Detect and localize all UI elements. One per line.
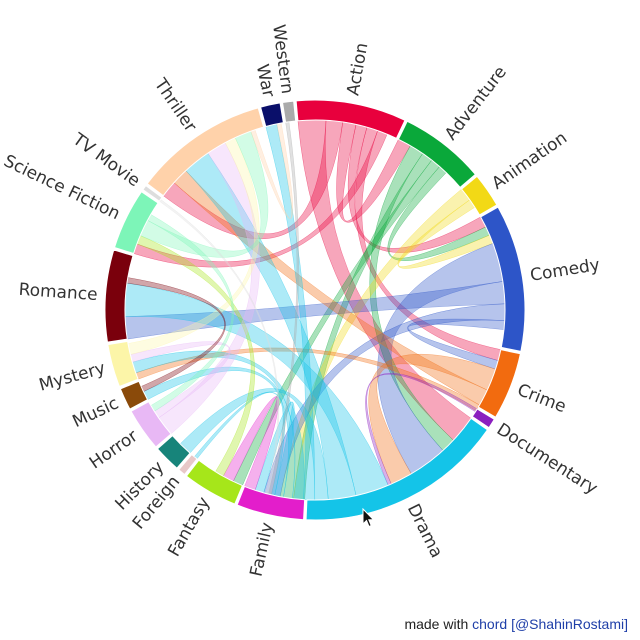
author-link[interactable]: [@ShahinRostami]	[511, 616, 628, 632]
group-arc[interactable]	[185, 459, 244, 505]
group-arc[interactable]	[119, 380, 149, 410]
group-label: Adventure	[441, 63, 511, 145]
group-arc[interactable]	[397, 120, 477, 189]
group-label: TV Movie	[68, 129, 144, 191]
chord-ribbons	[124, 119, 506, 501]
group-arc[interactable]	[178, 453, 198, 476]
group-label: Mystery	[37, 358, 108, 395]
group-label: Animation	[488, 128, 571, 194]
group-arc[interactable]	[130, 400, 172, 448]
group-arc[interactable]	[460, 175, 498, 216]
group-arc[interactable]	[156, 434, 191, 469]
group-arc[interactable]	[113, 191, 159, 255]
group-arc[interactable]	[295, 99, 406, 139]
group-arc[interactable]	[260, 102, 284, 128]
group-arc[interactable]	[104, 249, 134, 343]
credit-prefix: made with	[404, 616, 469, 632]
group-arc[interactable]	[479, 206, 526, 352]
credit-line: made with chord [@ShahinRostami]	[404, 616, 628, 632]
chord-link[interactable]: chord	[472, 616, 508, 632]
group-arc[interactable]	[236, 485, 306, 521]
group-label: Documentary	[493, 419, 601, 498]
group-label: Crime	[514, 380, 568, 417]
group-arc[interactable]	[477, 349, 521, 418]
group-arc[interactable]	[146, 107, 265, 197]
group-arc[interactable]	[471, 408, 495, 429]
group-label: Family	[246, 521, 277, 579]
group-label: Horror	[86, 426, 142, 473]
group-label: Comedy	[529, 255, 601, 286]
group-arc[interactable]	[107, 340, 139, 388]
group-label: Action	[343, 41, 372, 97]
group-arc[interactable]	[142, 184, 163, 202]
group-label: Romance	[18, 280, 98, 305]
group-label: Drama	[403, 501, 446, 561]
group-label: Thriller	[149, 74, 200, 135]
group-arc[interactable]	[281, 100, 297, 123]
mouse-cursor-icon	[362, 508, 375, 528]
group-arcs	[104, 99, 526, 521]
group-label: Fantasy	[164, 494, 214, 561]
group-arc[interactable]	[305, 417, 489, 521]
group-label: Music	[70, 393, 122, 432]
